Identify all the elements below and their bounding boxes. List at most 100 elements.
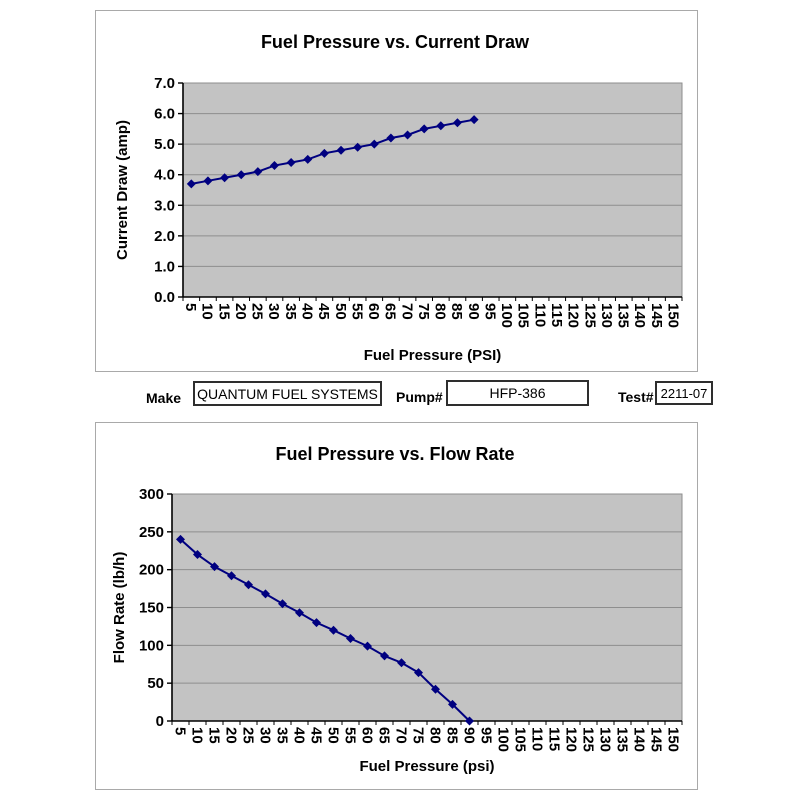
data-point-marker xyxy=(193,550,202,560)
pump-number-label: Pump# xyxy=(396,389,443,405)
data-point-marker xyxy=(303,154,313,164)
x-tick-label: 125 xyxy=(579,727,596,752)
y-tick-label: 250 xyxy=(139,524,164,541)
y-tick-label: 0 xyxy=(156,713,164,730)
x-tick-label: 65 xyxy=(375,727,392,744)
x-tick-label: 35 xyxy=(282,303,299,320)
data-point-marker xyxy=(403,130,413,140)
data-point-marker xyxy=(386,133,396,143)
data-point-marker xyxy=(319,148,329,158)
x-tick-label: 135 xyxy=(615,303,632,328)
data-point-marker xyxy=(419,124,429,134)
x-tick-label: 80 xyxy=(426,727,443,744)
data-point-marker xyxy=(236,170,246,180)
x-tick-label: 10 xyxy=(188,727,205,744)
data-point-marker xyxy=(210,562,219,572)
x-tick-label: 20 xyxy=(232,303,249,320)
x-tick-label: 100 xyxy=(498,303,515,328)
x-tick-label: 70 xyxy=(398,303,415,320)
y-tick-label: 2.0 xyxy=(154,228,175,245)
data-point-marker xyxy=(369,139,379,149)
pump-number-field[interactable]: HFP-386 xyxy=(446,380,589,406)
data-point-marker xyxy=(469,115,479,125)
data-point-marker xyxy=(261,589,270,599)
y-tick-label: 6.0 xyxy=(154,106,175,123)
x-tick-label: 5 xyxy=(171,727,188,735)
y-axis-title: Flow Rate (lb/h) xyxy=(111,552,128,664)
data-point-marker xyxy=(203,176,213,186)
data-point-marker xyxy=(227,571,236,581)
x-tick-label: 45 xyxy=(307,727,324,744)
y-tick-label: 300 xyxy=(139,486,164,503)
data-point-marker xyxy=(363,641,372,651)
pump-number-value: HFP-386 xyxy=(489,385,546,401)
x-tick-label: 75 xyxy=(415,303,432,320)
y-tick-label: 7.0 xyxy=(154,75,175,92)
data-point-marker xyxy=(176,534,185,544)
x-tick-label: 25 xyxy=(239,727,256,744)
x-tick-label: 35 xyxy=(273,727,290,744)
x-tick-label: 50 xyxy=(324,727,341,744)
x-tick-label: 60 xyxy=(358,727,375,744)
data-point-marker xyxy=(465,716,474,726)
data-point-marker xyxy=(278,599,287,609)
x-tick-label: 140 xyxy=(631,303,648,328)
data-point-marker xyxy=(380,651,389,661)
x-tick-label: 60 xyxy=(365,303,382,320)
chart-title: Fuel Pressure vs. Current Draw xyxy=(261,32,530,52)
x-tick-label: 50 xyxy=(332,303,349,320)
x-tick-label: 85 xyxy=(448,303,465,320)
data-point-marker xyxy=(414,668,423,678)
x-tick-label: 45 xyxy=(315,303,332,320)
x-tick-label: 150 xyxy=(664,727,681,752)
y-tick-label: 50 xyxy=(147,675,164,692)
y-tick-label: 1.0 xyxy=(154,258,175,275)
x-tick-label: 145 xyxy=(648,303,665,328)
data-point-marker xyxy=(397,658,406,668)
data-point-marker xyxy=(336,145,346,155)
x-tick-label: 20 xyxy=(222,727,239,744)
x-tick-label: 55 xyxy=(348,303,365,320)
x-tick-label: 140 xyxy=(630,727,647,752)
x-tick-label: 145 xyxy=(647,727,664,752)
x-tick-label: 80 xyxy=(432,303,449,320)
test-number-label: Test# xyxy=(618,389,654,405)
data-point-marker xyxy=(452,118,462,128)
x-tick-label: 120 xyxy=(562,727,579,752)
x-tick-label: 115 xyxy=(548,303,565,327)
x-tick-label: 135 xyxy=(613,727,630,752)
data-point-marker xyxy=(312,618,321,628)
y-tick-label: 3.0 xyxy=(154,197,175,214)
x-tick-label: 105 xyxy=(515,303,532,328)
y-tick-label: 4.0 xyxy=(154,167,175,184)
x-tick-label: 115 xyxy=(545,727,562,751)
x-tick-label: 15 xyxy=(205,727,222,744)
x-tick-label: 90 xyxy=(460,727,477,744)
x-tick-label: 15 xyxy=(215,303,232,320)
data-point-marker xyxy=(244,580,253,590)
test-number-field[interactable]: 2211-07 xyxy=(655,381,713,405)
y-axis-title: Current Draw (amp) xyxy=(114,120,131,260)
x-axis-title: Fuel Pressure (psi) xyxy=(359,758,494,775)
test-number-value: 2211-07 xyxy=(660,385,708,401)
make-field[interactable]: QUANTUM FUEL SYSTEMS xyxy=(193,381,382,406)
data-point-marker xyxy=(346,634,355,644)
x-tick-label: 105 xyxy=(511,727,528,752)
x-tick-label: 125 xyxy=(581,303,598,328)
x-tick-label: 25 xyxy=(249,303,266,320)
data-point-marker xyxy=(353,142,363,152)
x-tick-label: 30 xyxy=(256,727,273,744)
y-tick-label: 100 xyxy=(139,637,164,654)
chart-title: Fuel Pressure vs. Flow Rate xyxy=(275,444,514,464)
x-tick-label: 40 xyxy=(299,303,316,320)
plot-area xyxy=(182,82,683,298)
y-tick-label: 200 xyxy=(139,562,164,579)
x-tick-label: 75 xyxy=(409,727,426,744)
x-tick-label: 5 xyxy=(182,303,199,311)
x-tick-label: 10 xyxy=(199,303,216,320)
x-tick-label: 40 xyxy=(290,727,307,744)
flow-rate-chart-panel: 0 50 100 150 200 250 300 5 10 15 20 25 30 35 40 45 50 55 6… xyxy=(95,422,698,790)
y-tick-label: 0.0 xyxy=(154,289,175,306)
